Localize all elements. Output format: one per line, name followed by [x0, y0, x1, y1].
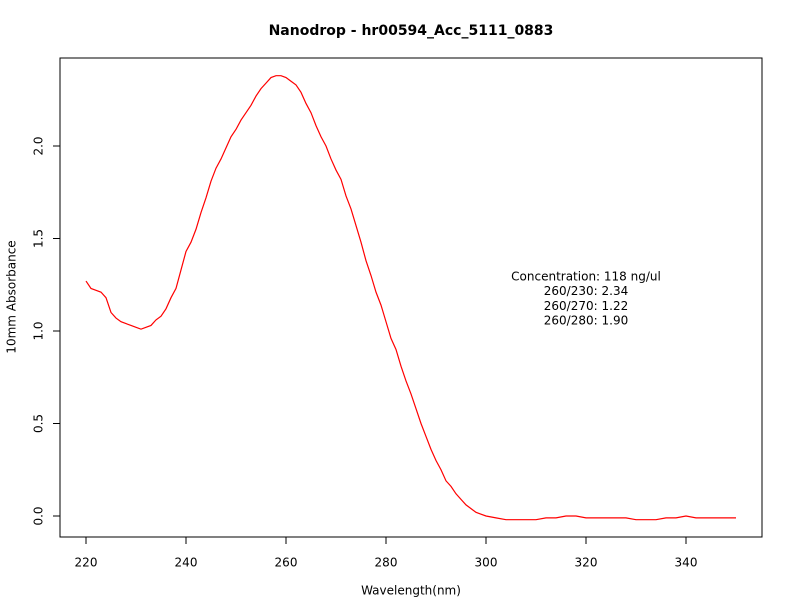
- x-tick-label: 280: [375, 556, 398, 570]
- x-tick-label: 320: [575, 556, 598, 570]
- x-axis-label: Wavelength(nm): [361, 584, 461, 598]
- annotation: 260/230: 2.34: [544, 284, 628, 298]
- x-tick-label: 240: [175, 556, 198, 570]
- chart-title: Nanodrop - hr00594_Acc_5111_0883: [269, 23, 554, 39]
- y-tick-label: 0.0: [32, 506, 46, 525]
- annotation: 260/280: 1.90: [544, 314, 628, 328]
- y-tick-label: 0.5: [32, 414, 46, 433]
- x-tick-label: 220: [75, 556, 98, 570]
- x-tick-label: 340: [675, 556, 698, 570]
- y-axis-label: 10mm Absorbance: [5, 240, 19, 353]
- plot-frame: [59, 57, 763, 538]
- y-tick-label: 1.5: [32, 229, 46, 248]
- annotation: Concentration: 118 ng/ul: [511, 270, 661, 284]
- x-tick-label: 300: [475, 556, 498, 570]
- y-tick-label: 1.0: [32, 321, 46, 340]
- x-tick-label: 260: [275, 556, 298, 570]
- data-line: [85, 75, 736, 521]
- y-tick-label: 2.0: [32, 136, 46, 155]
- annotation: 260/270: 1.22: [544, 299, 628, 313]
